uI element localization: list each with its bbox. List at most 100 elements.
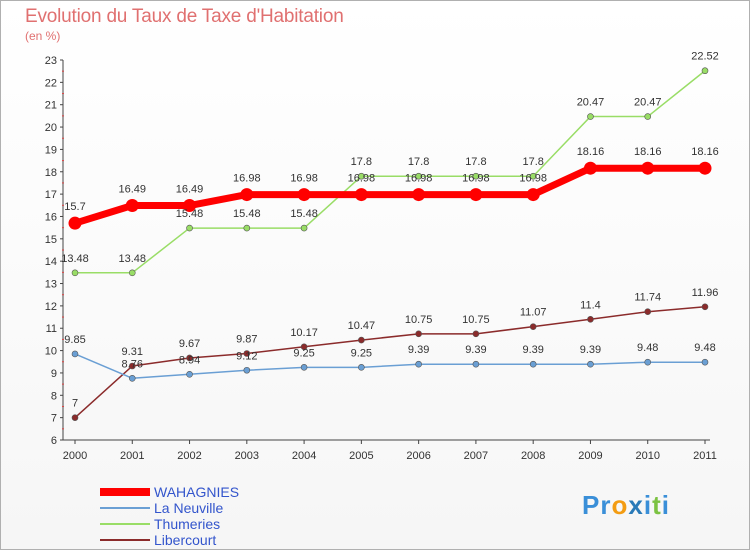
data-label: 11.96	[692, 287, 719, 299]
data-label: 9.48	[637, 342, 658, 354]
data-label: 9.67	[179, 338, 200, 350]
data-point	[415, 172, 422, 180]
data-point	[128, 375, 136, 382]
y-tick-label: 13	[45, 279, 57, 291]
data-point	[412, 188, 426, 202]
data-label: 15.48	[176, 208, 204, 220]
data-label: 7	[72, 398, 78, 410]
data-label: 8.76	[122, 358, 143, 370]
legend-swatch	[100, 507, 150, 509]
data-label: 11.07	[520, 307, 547, 319]
x-tick-label: 2005	[349, 450, 373, 462]
y-tick-label: 11	[46, 323, 57, 335]
data-label: 16.98	[519, 173, 547, 185]
data-label: 10.75	[405, 314, 433, 326]
data-label: 20.47	[634, 97, 662, 109]
data-point	[358, 172, 365, 180]
data-point	[71, 269, 79, 277]
series-line-libercourt	[74, 306, 706, 419]
data-point	[186, 354, 193, 362]
legend-swatch	[100, 539, 150, 541]
y-tick-label: 16	[45, 211, 57, 223]
data-point	[644, 113, 652, 120]
y-tick-label: 6	[51, 435, 57, 447]
x-tick-label: 2010	[635, 450, 659, 462]
data-point	[128, 362, 136, 370]
data-label: 18.16	[634, 146, 662, 158]
data-label: 9.48	[694, 342, 715, 354]
data-label: 17.8	[465, 156, 486, 168]
y-tick-label: 14	[45, 256, 57, 268]
y-tick-label: 9	[51, 368, 57, 380]
y-tick-label: 15	[45, 234, 57, 246]
data-label: 16.98	[348, 173, 376, 185]
data-label: 9.39	[465, 344, 486, 356]
y-tick-label: 18	[45, 167, 57, 179]
data-point	[71, 350, 79, 358]
legend-label: Libercourt	[154, 532, 217, 548]
chart-subtitle: (en %)	[25, 29, 61, 43]
x-tick-label: 2002	[177, 450, 201, 462]
data-label: 18.16	[577, 146, 605, 158]
data-point	[529, 172, 537, 180]
data-label: 16.98	[405, 173, 433, 185]
data-label: 9.25	[293, 347, 314, 359]
data-point	[300, 364, 308, 371]
legend-label: La Neuville	[154, 500, 224, 516]
y-tick-label: 19	[45, 144, 57, 156]
y-tick-label: 7	[51, 413, 57, 425]
y-tick-label: 8	[51, 390, 57, 402]
data-label: 16.49	[176, 184, 204, 196]
data-label: 17.8	[522, 156, 543, 168]
data-point	[701, 67, 709, 75]
data-label: 8.94	[179, 354, 200, 366]
data-point	[243, 350, 251, 357]
data-point	[186, 370, 193, 378]
series-line-la-neuville	[74, 353, 705, 380]
data-point	[358, 336, 365, 344]
data-point	[644, 308, 652, 315]
data-point	[472, 360, 480, 368]
data-label: 9.85	[64, 334, 85, 346]
data-label: 16.98	[462, 173, 490, 185]
data-point	[186, 224, 193, 232]
data-point	[300, 343, 308, 351]
chart-title: Evolution du Taux de Taxe d'Habitation	[25, 6, 344, 27]
data-point	[68, 216, 82, 230]
data-point	[529, 360, 537, 368]
data-point	[701, 303, 709, 311]
data-point	[243, 224, 251, 232]
data-point	[583, 161, 597, 175]
data-point	[125, 199, 139, 213]
data-label: 9.25	[351, 347, 372, 359]
data-point	[526, 188, 540, 202]
data-point	[300, 224, 308, 232]
data-label: 15.48	[233, 208, 261, 220]
data-label: 15.7	[64, 201, 85, 213]
data-label: 9.12	[236, 350, 257, 362]
y-tick-label: 21	[45, 100, 57, 112]
x-tick-label: 2011	[693, 450, 717, 462]
legend-label: Thumeries	[154, 516, 221, 532]
data-point	[641, 161, 655, 175]
y-tick-label: 20	[45, 122, 57, 134]
data-label: 18.16	[691, 146, 719, 158]
series-line-thumeries	[75, 70, 706, 274]
x-tick-label: 2000	[63, 450, 87, 462]
data-point	[698, 161, 712, 175]
legend-label: WAHAGNIES	[154, 484, 240, 500]
x-tick-label: 2009	[578, 450, 602, 462]
data-point	[644, 358, 652, 366]
data-label: 16.49	[119, 184, 147, 196]
x-tick-label: 2001	[120, 450, 144, 462]
data-point	[587, 315, 594, 323]
data-label: 9.39	[522, 344, 543, 356]
y-tick-label: 22	[45, 77, 57, 89]
x-tick-label: 2008	[521, 450, 545, 462]
legend-swatch	[100, 523, 150, 525]
x-tick-label: 2006	[406, 450, 430, 462]
data-point	[358, 364, 365, 371]
data-label: 13.48	[119, 253, 147, 265]
series-line-wahagnies	[73, 164, 705, 227]
